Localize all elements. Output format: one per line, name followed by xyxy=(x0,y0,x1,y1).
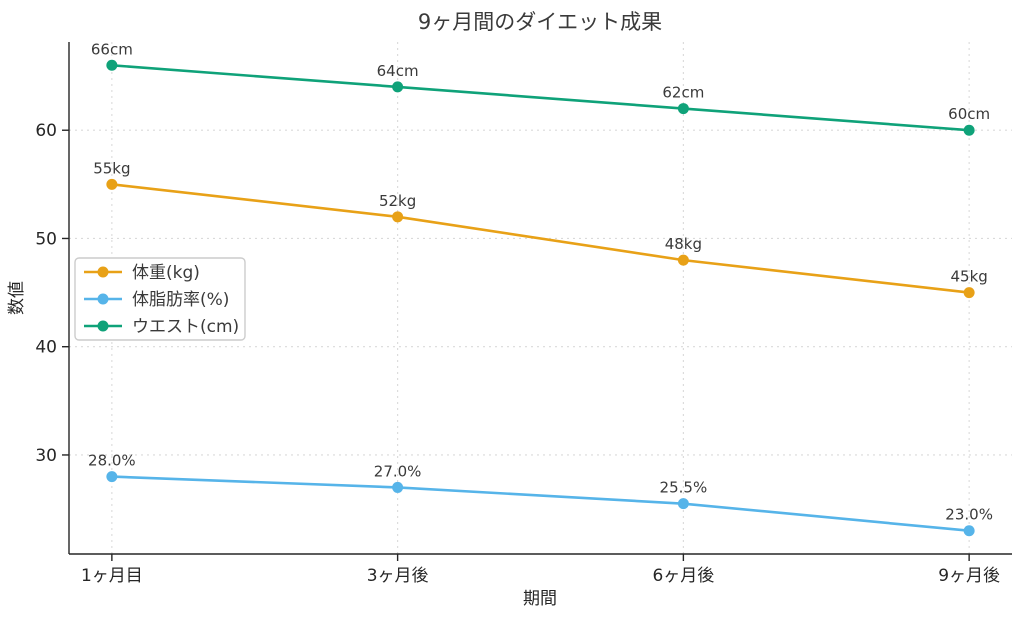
y-tick-label: 50 xyxy=(35,229,57,249)
data-point-label: 27.0% xyxy=(374,462,422,480)
legend-marker-dot xyxy=(97,320,109,332)
y-tick-label: 40 xyxy=(35,338,57,358)
series-layer: 55kg 52kg 48kg 45kg 28.0% 27.0% 25.5% 23.0% 66cm… xyxy=(88,40,993,537)
y-tick-label: 30 xyxy=(35,446,57,466)
legend-box: 体重(kg) 体脂肪率(%) ウエスト(cm) xyxy=(74,257,246,341)
data-point xyxy=(963,124,975,136)
data-point-label: 48kg xyxy=(665,235,702,253)
data-point-label: 60cm xyxy=(948,105,990,123)
data-point xyxy=(106,178,118,190)
data-point xyxy=(392,481,404,493)
y-axis-label: 数値 xyxy=(7,281,27,315)
data-point-label: 25.5% xyxy=(660,479,708,497)
data-point xyxy=(963,287,975,299)
series-line xyxy=(110,183,971,294)
data-point-label: 23.0% xyxy=(945,506,993,524)
legend-item-label: 体脂肪率(%) xyxy=(132,290,229,310)
data-point-label: 45kg xyxy=(950,268,987,286)
data-point-label: 55kg xyxy=(93,159,130,177)
x-tick-label: 1ヶ月目 xyxy=(81,566,143,586)
data-point xyxy=(106,471,118,483)
legend-marker-dot xyxy=(97,293,109,305)
data-point-label: 66cm xyxy=(91,40,133,58)
data-point xyxy=(963,525,975,537)
series-line xyxy=(110,63,971,132)
x-tick-label: 3ヶ月後 xyxy=(367,566,429,586)
data-point xyxy=(677,254,689,266)
data-point-label: 28.0% xyxy=(88,452,136,470)
data-point-label: 62cm xyxy=(662,84,704,102)
legend-item-label: ウエスト(cm) xyxy=(132,317,239,337)
legend-frame xyxy=(74,257,246,341)
legend-marker-dot xyxy=(97,266,109,278)
data-point-label: 52kg xyxy=(379,192,416,210)
y-tick-label: 60 xyxy=(35,121,57,141)
x-tick-label: 9ヶ月後 xyxy=(938,566,1000,586)
data-point xyxy=(677,498,689,510)
data-point xyxy=(106,59,118,71)
data-point xyxy=(392,81,404,93)
series-line xyxy=(110,475,971,533)
legend-item-label: 体重(kg) xyxy=(132,263,200,283)
x-axis-label: 期間 xyxy=(523,589,557,609)
data-point xyxy=(677,103,689,115)
data-point-label: 64cm xyxy=(377,62,419,80)
axes-layer: 30 40 50 60 1ヶ月目 3ヶ月後 6ヶ月後 9ヶ月後 xyxy=(35,42,1012,586)
chart-title: 9ヶ月間のダイエット成果 xyxy=(418,10,662,34)
x-tick-label: 6ヶ月後 xyxy=(652,566,714,586)
data-point xyxy=(392,211,404,223)
